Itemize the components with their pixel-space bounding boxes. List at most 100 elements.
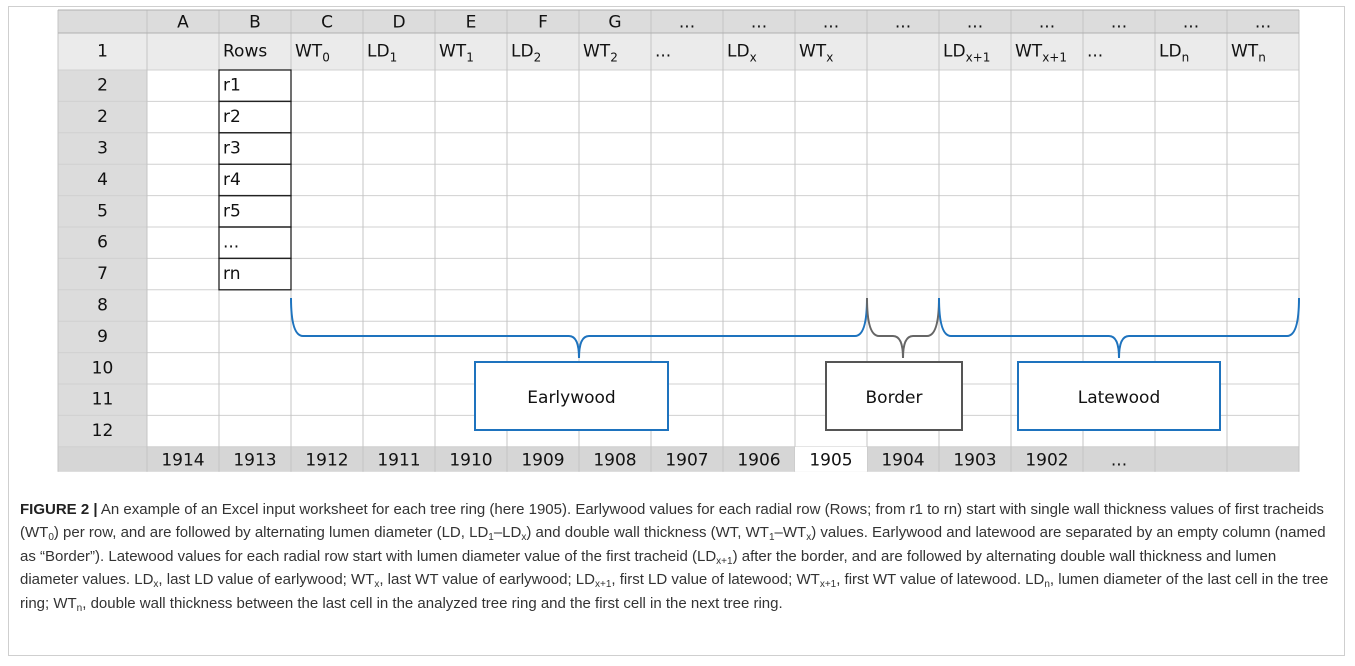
caption-text: ) per row, and are followed by alternati… [53, 524, 489, 542]
sheet-tab[interactable]: 1913 [233, 450, 276, 470]
sheet-tab[interactable]: 1911 [377, 450, 420, 470]
sheet-tab[interactable]: 1914 [161, 450, 204, 470]
header-cell-base: LD [727, 42, 750, 62]
row-number: 11 [92, 390, 114, 410]
column-letter: ... [1183, 13, 1199, 33]
sheet-tab[interactable]: 1906 [737, 450, 780, 470]
row-number: 10 [92, 358, 114, 378]
caption-text: , lumen diameter of the last cell in the… [20, 571, 1329, 612]
rows-cell: rn [223, 264, 240, 284]
header-cell-base: WT [583, 42, 611, 62]
header-cell-base: WT [799, 42, 827, 62]
column-letter: ... [1039, 13, 1055, 33]
sheet-tab[interactable]: 1907 [665, 450, 708, 470]
column-letter: ... [751, 13, 767, 33]
header-cell: WTx+1 [1015, 42, 1067, 65]
rows-cell: r2 [223, 107, 241, 127]
brace [290, 297, 868, 359]
header-cell: LDn [1159, 42, 1189, 65]
row-number: 7 [97, 264, 108, 284]
tab-band [58, 446, 1299, 472]
caption-text: –WT [774, 524, 807, 542]
header-cell-base: WT [1015, 42, 1043, 62]
column-letter: ... [1111, 13, 1127, 33]
rows-cell: ... [223, 233, 239, 253]
caption-text: , last LD value of earlywood; WT [158, 571, 375, 589]
header-cell-sub: x+1 [966, 50, 991, 64]
header-cell-sub: 1 [466, 50, 474, 64]
active-tab [795, 446, 867, 472]
sheet-tab[interactable]: 1905 [809, 450, 852, 470]
header-cell-base: WT [1231, 42, 1259, 62]
caption-text: ) and double wall thickness (WT, WT [526, 524, 769, 542]
header-cell: ... [1087, 42, 1103, 62]
header-cell: WT2 [583, 42, 618, 65]
sheet-tab[interactable]: 1902 [1025, 450, 1068, 470]
header-cell-base: LD [367, 42, 390, 62]
caption-subscript: x [521, 532, 527, 544]
spreadsheet: A B C D E F G........................ ... 1 Rows W… [57, 9, 1300, 472]
row-number: 12 [92, 421, 114, 441]
sheet-tab[interactable]: 1910 [449, 450, 492, 470]
column-letter: ... [823, 13, 839, 33]
row-number: 2 [97, 76, 108, 96]
caption-subscript: n [76, 602, 83, 614]
header-cell-sub: n [1258, 50, 1266, 64]
header-cell-sub: 2 [610, 50, 618, 64]
sheet-tab[interactable]: 1912 [305, 450, 348, 470]
header-cell-sub: x+1 [1042, 50, 1067, 64]
caption-subscript: 0 [48, 532, 54, 544]
sheet-tab[interactable]: 1903 [953, 450, 996, 470]
header-cell: LD1 [367, 42, 397, 65]
header-cell-sub: 1 [390, 50, 398, 64]
row-number: 1 [97, 42, 108, 62]
caption: FIGURE 2 | An example of an Excel input … [20, 498, 1338, 615]
caption-subscript: x+1 [716, 555, 733, 567]
header-cell: ... [655, 42, 671, 62]
sheet-tab[interactable]: 1909 [521, 450, 564, 470]
row-number: 9 [97, 327, 108, 347]
sheet-tab[interactable]: 1904 [881, 450, 924, 470]
caption-label: FIGURE 2 | [20, 501, 98, 518]
column-letter: A [177, 13, 189, 33]
caption-subscript: x [153, 579, 159, 591]
header-cell: WTn [1231, 42, 1266, 65]
caption-subscript: x [806, 532, 812, 544]
header-cell-base: WT [439, 42, 467, 62]
caption-text: –LD [493, 524, 522, 542]
caption-text: , double wall thickness between the last… [82, 594, 783, 612]
row-number: 6 [97, 233, 108, 253]
sheet-tab[interactable]: ... [1111, 450, 1127, 470]
caption-subscript: x+1 [594, 579, 612, 591]
column-letter: C [321, 13, 333, 33]
annotation-label: Border [866, 388, 923, 408]
header-cell-sub: 2 [534, 50, 542, 64]
caption-subscript: x+1 [819, 579, 837, 591]
brace [938, 297, 1300, 359]
caption-text: , first WT value of latewood. LD [836, 571, 1045, 589]
header-cell: Rows [223, 42, 267, 62]
header-cell: WTx [799, 42, 833, 65]
column-letter: E [466, 13, 477, 33]
row-number: 3 [97, 139, 108, 159]
header-cell-base: LD [1159, 42, 1182, 62]
caption-subscript: 1 [488, 532, 494, 544]
rows-cell: r4 [223, 170, 241, 190]
header-cell-sub: x [826, 50, 833, 64]
header-cell: WT1 [439, 42, 474, 65]
column-letter: ... [967, 13, 983, 33]
header-cell-base: WT [295, 42, 323, 62]
annotation-label: Earlywood [527, 388, 615, 408]
column-letter: G [608, 13, 621, 33]
cell-border [218, 257, 292, 291]
header-cell: LD2 [511, 42, 541, 65]
sheet-tab[interactable]: 1908 [593, 450, 636, 470]
header-cell: LDx+1 [943, 42, 990, 65]
row1-band [58, 33, 1299, 70]
rows-cell: r5 [223, 201, 241, 221]
caption-subscript: x [374, 579, 380, 591]
row-number: 4 [97, 170, 108, 190]
column-letter: ... [1255, 13, 1271, 33]
annotation-label: Latewood [1078, 388, 1161, 408]
